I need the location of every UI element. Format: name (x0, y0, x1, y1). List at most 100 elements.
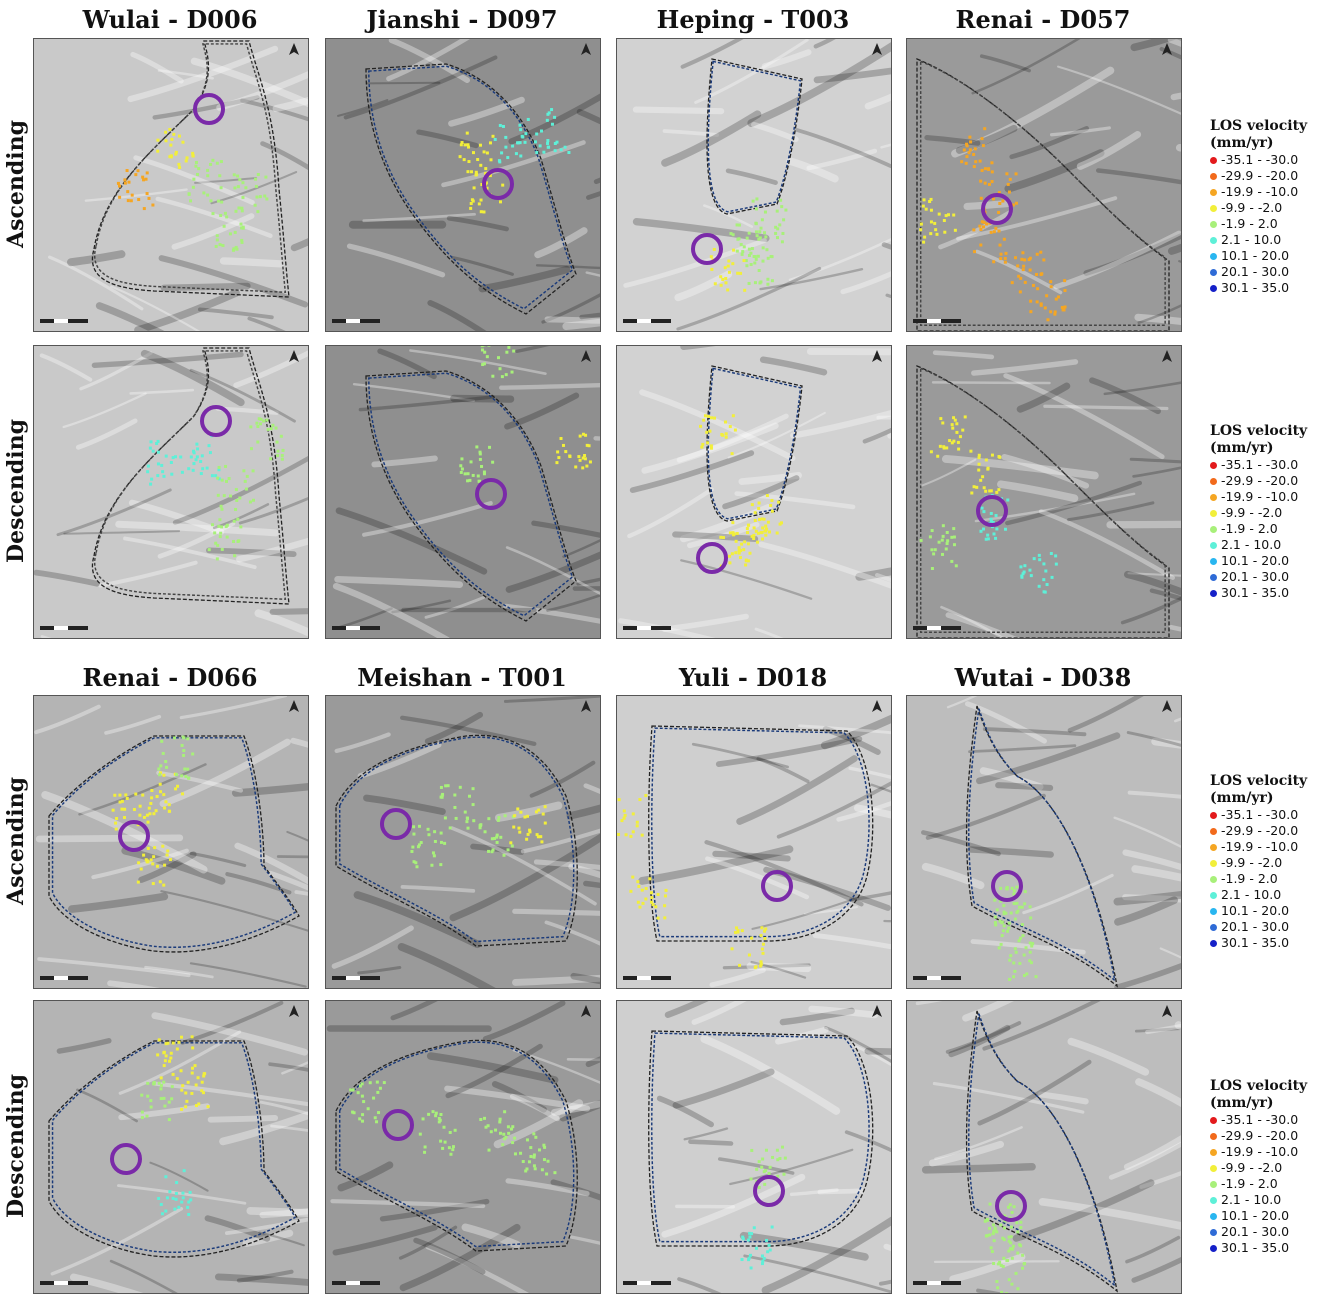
ps-point (482, 472, 486, 476)
ps-point (443, 816, 447, 820)
terrain-ridge (949, 1253, 1026, 1283)
terrain-ridge (1038, 509, 1175, 580)
ps-point (556, 450, 560, 454)
ps-point (253, 203, 257, 207)
ps-point (423, 1145, 427, 1149)
ps-point (280, 457, 284, 461)
ps-point (487, 346, 491, 347)
ps-point (934, 228, 938, 232)
ps-point (524, 132, 528, 136)
ps-point (190, 1091, 194, 1095)
legend-entry: -29.9 - -20.0 (1210, 823, 1323, 839)
terrain-ridge (400, 885, 476, 893)
ps-point (523, 815, 527, 819)
ps-point (529, 1155, 533, 1159)
ps-point (166, 849, 170, 853)
ps-point (443, 1140, 447, 1144)
ps-point (752, 1226, 756, 1230)
terrain-ridge (662, 129, 720, 137)
ps-point (463, 472, 467, 476)
ps-point (731, 521, 735, 525)
terrain-ridge (1120, 596, 1181, 625)
ps-point (758, 281, 762, 285)
ps-point (217, 199, 221, 203)
terrain-ridge (759, 356, 828, 376)
scale-bar (623, 626, 671, 630)
ps-point (164, 1175, 168, 1179)
legend-label: -19.9 - -10.0 (1221, 1144, 1299, 1159)
scale-bar (332, 1281, 380, 1285)
ps-point (583, 454, 587, 458)
ps-point (480, 346, 484, 348)
ps-point (975, 485, 979, 489)
terrain-ridge (751, 121, 799, 143)
ps-point (997, 191, 1001, 195)
ps-point (1054, 554, 1058, 558)
ps-point (979, 243, 983, 247)
ps-point (146, 464, 150, 468)
ps-point (507, 1131, 511, 1135)
ps-point (211, 212, 215, 216)
ps-point (144, 177, 148, 181)
catchment-boundary (48, 1040, 300, 1258)
ps-point (415, 865, 419, 869)
ps-point (519, 128, 523, 132)
ps-point (172, 132, 176, 136)
ps-point (532, 1164, 536, 1168)
ps-point (169, 155, 173, 159)
ps-point (952, 543, 956, 547)
ps-point (210, 474, 214, 478)
ps-point (166, 1041, 170, 1045)
target-circle (761, 870, 793, 902)
terrain-ridge (1139, 1171, 1181, 1190)
ps-point (459, 470, 463, 474)
terrain-ridge (661, 613, 749, 632)
ps-point (543, 821, 547, 825)
terrain-ridge (851, 1043, 891, 1067)
ps-point (997, 210, 1001, 214)
ps-point (991, 197, 995, 201)
ps-point (742, 259, 746, 263)
hillshade-map (326, 346, 600, 638)
ps-point (177, 162, 181, 166)
ps-point (738, 963, 742, 967)
legend-swatch (1210, 1228, 1217, 1236)
legend-entry: 10.1 - 20.0 (1210, 1208, 1323, 1224)
legend-swatch (1210, 461, 1217, 469)
ps-point (431, 1110, 435, 1114)
ps-point (361, 1113, 365, 1117)
ps-point (192, 462, 196, 466)
ps-point (1049, 552, 1053, 556)
ps-point (466, 826, 470, 830)
terrain-ridge (878, 1279, 891, 1286)
ps-point (750, 503, 754, 507)
ps-point (431, 851, 435, 855)
ps-point (730, 947, 734, 951)
ps-point (509, 841, 513, 845)
terrain-ridge (267, 870, 308, 891)
ps-point (466, 479, 470, 483)
ps-point (136, 169, 140, 173)
ps-point (417, 824, 421, 828)
terrain-ridge (115, 520, 280, 537)
ps-point (557, 456, 561, 460)
ps-point (237, 206, 241, 210)
ps-point (749, 1266, 753, 1270)
ps-point (766, 1250, 770, 1254)
ps-point (1042, 562, 1046, 566)
legend-label: -9.9 - -2.0 (1221, 200, 1283, 215)
legend-swatch (1210, 1148, 1217, 1156)
ps-point (1021, 251, 1025, 255)
ps-point (533, 140, 537, 144)
legend-label: 30.1 - 35.0 (1221, 935, 1290, 950)
ps-point (768, 1248, 772, 1252)
ps-point (995, 490, 999, 494)
ps-point (764, 235, 768, 239)
ps-point (472, 186, 476, 190)
ps-point (182, 736, 186, 740)
ps-point (265, 418, 269, 422)
ps-point (191, 1046, 195, 1050)
ps-point (170, 1085, 174, 1089)
ps-point (382, 1081, 386, 1085)
terrain-ridge (159, 738, 291, 808)
